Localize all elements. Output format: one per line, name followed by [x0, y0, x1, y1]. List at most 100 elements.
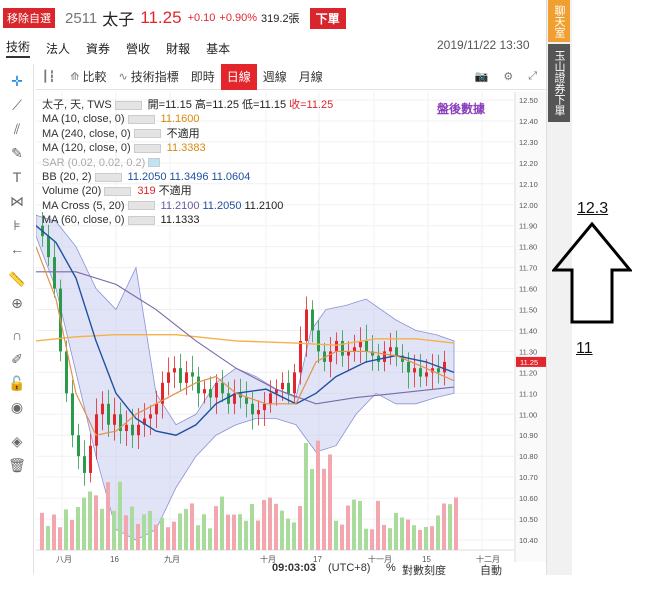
candle-body: [275, 389, 278, 394]
pattern-tool-icon[interactable]: ⋈: [10, 193, 24, 209]
volume-bar: [160, 517, 164, 550]
candle-body: [245, 397, 248, 404]
fib-tool-icon[interactable]: ⫽: [13, 121, 21, 137]
interval-intraday[interactable]: 即時: [190, 70, 215, 84]
compare-button[interactable]: ⟰ 比較: [64, 64, 112, 90]
securities-order-button[interactable]: 玉山證券下單: [548, 44, 570, 122]
tab-margin[interactable]: 資券: [86, 41, 111, 56]
fullscreen-button[interactable]: ⤢: [522, 64, 546, 90]
volume-bar: [154, 524, 158, 550]
ruler-icon[interactable]: 📏: [8, 271, 26, 287]
tab-institutional[interactable]: 法人: [46, 41, 71, 56]
y-tick-label: 11.30: [519, 347, 537, 356]
interval-daily[interactable]: 日線: [220, 63, 257, 90]
log-scale-toggle[interactable]: 對數刻度: [402, 565, 446, 577]
legend-controls[interactable]: [127, 215, 155, 225]
settings-button[interactable]: ⚙: [497, 64, 522, 90]
auto-scale-toggle[interactable]: 自動: [480, 565, 502, 577]
volume-bar: [118, 481, 122, 550]
back-arrow-icon[interactable]: ←: [10, 241, 24, 257]
volume-bar: [112, 510, 116, 550]
drawing-toolbar: ✛ ⟋ ⫽ ✎ T ⋈ ⊧ ← 📏 ⊕ ∩ ✐ 🔓 ◉ ◈ 🗑: [0, 64, 34, 574]
volume-bar: [316, 440, 320, 550]
show-sar-eye-icon[interactable]: [148, 158, 161, 168]
y-tick-label: 11.70: [519, 264, 537, 273]
tab-technical[interactable]: 技術: [6, 38, 31, 58]
candle-body: [203, 389, 206, 394]
remove-watchlist-button[interactable]: 移除自選: [3, 8, 55, 28]
after-hours-label[interactable]: 盤後數據: [437, 102, 486, 116]
crosshair-icon[interactable]: ✛: [11, 73, 23, 89]
legend-controls[interactable]: [127, 115, 155, 125]
x-tick-label: 16: [110, 555, 119, 564]
timezone[interactable]: (UTC+8): [328, 562, 371, 574]
legend-controls[interactable]: [133, 143, 161, 153]
trend-line-icon[interactable]: ⟋: [12, 97, 22, 113]
tab-revenue[interactable]: 營收: [126, 41, 151, 56]
candle-body: [365, 340, 368, 352]
candle-body: [155, 403, 158, 415]
projection-tool-icon[interactable]: ⊧: [13, 217, 21, 233]
screenshot-button[interactable]: 📷: [469, 64, 498, 90]
candle-body: [215, 382, 218, 398]
legend-controls[interactable]: [127, 201, 155, 211]
base-price-annotation: 11: [576, 340, 593, 357]
tab-financials[interactable]: 財報: [166, 41, 191, 56]
candle-body: [287, 382, 290, 394]
volume-bar: [298, 505, 302, 550]
candle-body: [335, 340, 338, 352]
candle-body: [311, 309, 314, 331]
legend-low: 低=11.15: [241, 99, 287, 111]
candle-body: [437, 368, 440, 373]
volume-bar: [244, 520, 248, 550]
candle-body: [179, 368, 182, 383]
volume-bar: [46, 525, 50, 550]
magnet-icon[interactable]: ∩: [11, 327, 23, 343]
legend-controls[interactable]: [114, 100, 142, 110]
y-tick-label: 10.60: [519, 494, 538, 503]
eye-icon[interactable]: ◉: [10, 399, 24, 415]
volume-bar: [376, 500, 380, 550]
legend-controls[interactable]: [133, 129, 161, 139]
candle-type-button[interactable]: ┃┇: [36, 64, 64, 90]
legend-controls[interactable]: [104, 187, 132, 197]
tab-basic[interactable]: 基本: [206, 41, 231, 56]
volume-bar: [424, 526, 428, 550]
text-tool-icon[interactable]: T: [12, 169, 22, 185]
chat-room-button[interactable]: 聊天室: [548, 0, 570, 42]
volume-bar: [238, 514, 242, 550]
lock-drawing-icon[interactable]: ✐: [11, 351, 23, 367]
volume-bar: [250, 503, 254, 550]
candle-body: [389, 347, 392, 352]
gear-icon: ⚙: [503, 71, 514, 83]
lock-icon[interactable]: 🔓: [8, 375, 26, 391]
order-button[interactable]: 下單: [309, 7, 346, 29]
trash-icon[interactable]: 🗑: [8, 457, 26, 473]
percent-scale-toggle[interactable]: %: [386, 562, 396, 574]
stock-price: 11.25: [140, 8, 182, 27]
interval-monthly[interactable]: 月線: [298, 70, 323, 84]
volume-bar: [448, 504, 452, 550]
indicators-button[interactable]: ∿ 技術指標: [112, 64, 184, 90]
candle-body: [431, 368, 434, 373]
legend-sar: SAR (0.02, 0.02, 0.2): [42, 156, 512, 170]
layers-icon[interactable]: ◈: [11, 433, 23, 449]
candle-body: [371, 351, 374, 356]
legend-controls[interactable]: [94, 172, 122, 182]
price-chart[interactable]: 12.50 12.40 12.30 12.20 12.10 12.00 11.90 11.80…: [36, 92, 546, 574]
candle-body: [383, 351, 386, 362]
volume-bar: [370, 529, 374, 550]
brush-icon[interactable]: ✎: [11, 145, 23, 161]
candle-body: [299, 340, 302, 373]
candle-body: [227, 393, 230, 404]
legend-sar-label: SAR (0.02, 0.02, 0.2): [42, 156, 146, 169]
legend-ma240: MA (240, close, 0) 不適用: [42, 127, 512, 141]
zoom-in-icon[interactable]: ⊕: [11, 295, 23, 311]
candle-body: [77, 435, 80, 457]
interval-weekly[interactable]: 週線: [262, 70, 287, 84]
indicators-label: 技術指標: [130, 70, 179, 84]
volume-bar: [142, 514, 146, 550]
x-tick-label: 九月: [164, 555, 180, 564]
y-tick-label: 11.00: [519, 410, 537, 419]
volume-bar: [340, 524, 344, 550]
